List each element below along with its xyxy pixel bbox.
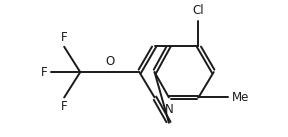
Text: F: F — [61, 100, 67, 113]
Text: F: F — [41, 66, 47, 79]
Text: Me: Me — [232, 91, 249, 104]
Text: N: N — [164, 102, 173, 115]
Text: Cl: Cl — [193, 4, 204, 17]
Text: F: F — [61, 31, 67, 44]
Text: O: O — [105, 55, 114, 68]
